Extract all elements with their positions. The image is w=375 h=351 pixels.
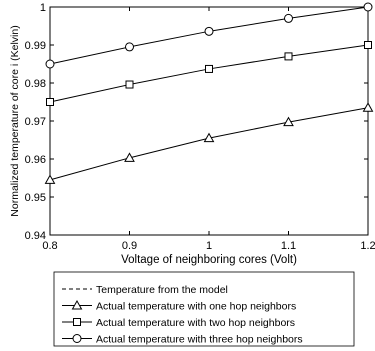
- y-tick-label: 0.96: [25, 154, 46, 166]
- legend-entry: Actual temperature with two hop neighbor…: [96, 317, 295, 329]
- x-tick-label: 1: [206, 240, 212, 252]
- y-tick-label: 0.95: [25, 192, 46, 204]
- series-2-point: [125, 80, 134, 89]
- x-axis: 0.8 0.9 1 1.1 1.2: [42, 7, 375, 252]
- y-tick-label: 0.94: [25, 230, 46, 242]
- series-2-point: [364, 41, 372, 49]
- series-line-1: [49, 107, 369, 181]
- x-axis-label: Voltage of neighboring cores (Volt): [121, 254, 297, 266]
- series-3-point: [363, 2, 373, 12]
- series-1-point: [283, 116, 294, 127]
- series-3-point: [204, 26, 214, 36]
- y-tick-label: 1: [40, 2, 46, 14]
- legend: Temperature from the model Actual tempera…: [62, 284, 303, 346]
- legend-entry: Temperature from the model: [96, 284, 228, 296]
- series-layer: [44, 2, 374, 184]
- series-1-point: [203, 132, 215, 143]
- series-2-point: [46, 98, 54, 106]
- y-tick-label: 0.99: [25, 40, 46, 52]
- x-tick-label: 0.9: [122, 240, 137, 252]
- legend-marker: [73, 318, 81, 326]
- plot-area: [49, 6, 369, 236]
- series-3-point: [45, 59, 55, 69]
- legend-entry: Actual temperature with one hop neighbor…: [96, 301, 296, 313]
- series-1-point: [362, 102, 374, 112]
- series-3-point: [284, 13, 293, 23]
- x-tick-label: 1.2: [360, 240, 375, 252]
- y-axis-label: Normalized temperature of core i (Kelvin…: [9, 25, 21, 216]
- series-3-point: [125, 42, 134, 52]
- legend-box: [53, 271, 355, 347]
- series-2-point: [205, 64, 213, 73]
- x-tick-label: 0.8: [42, 240, 57, 252]
- x-tick-label: 1.1: [281, 240, 296, 252]
- y-axis: 0.94 0.95 0.96 0.97 0.98 0.99 1: [25, 2, 368, 242]
- series-1-point: [44, 174, 56, 184]
- y-tick-label: 0.98: [25, 78, 46, 90]
- series-1-point: [124, 152, 135, 162]
- legend-marker: [71, 299, 83, 310]
- series-2-point: [284, 52, 293, 61]
- legend-marker: [72, 334, 82, 343]
- legend-entry: Actual temperature with three hop neighb…: [96, 334, 303, 346]
- y-tick-label: 0.97: [25, 116, 46, 128]
